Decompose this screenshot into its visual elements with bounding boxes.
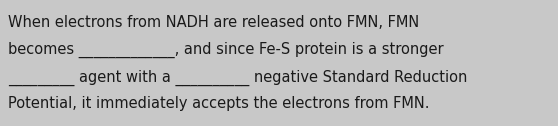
Text: _________ agent with a __________ negative Standard Reduction: _________ agent with a __________ negati… xyxy=(8,69,468,86)
Text: becomes _____________, and since Fe-S protein is a stronger: becomes _____________, and since Fe-S pr… xyxy=(8,42,444,58)
Text: When electrons from NADH are released onto FMN, FMN: When electrons from NADH are released on… xyxy=(8,15,420,30)
Text: Potential, it immediately accepts the electrons from FMN.: Potential, it immediately accepts the el… xyxy=(8,96,430,111)
